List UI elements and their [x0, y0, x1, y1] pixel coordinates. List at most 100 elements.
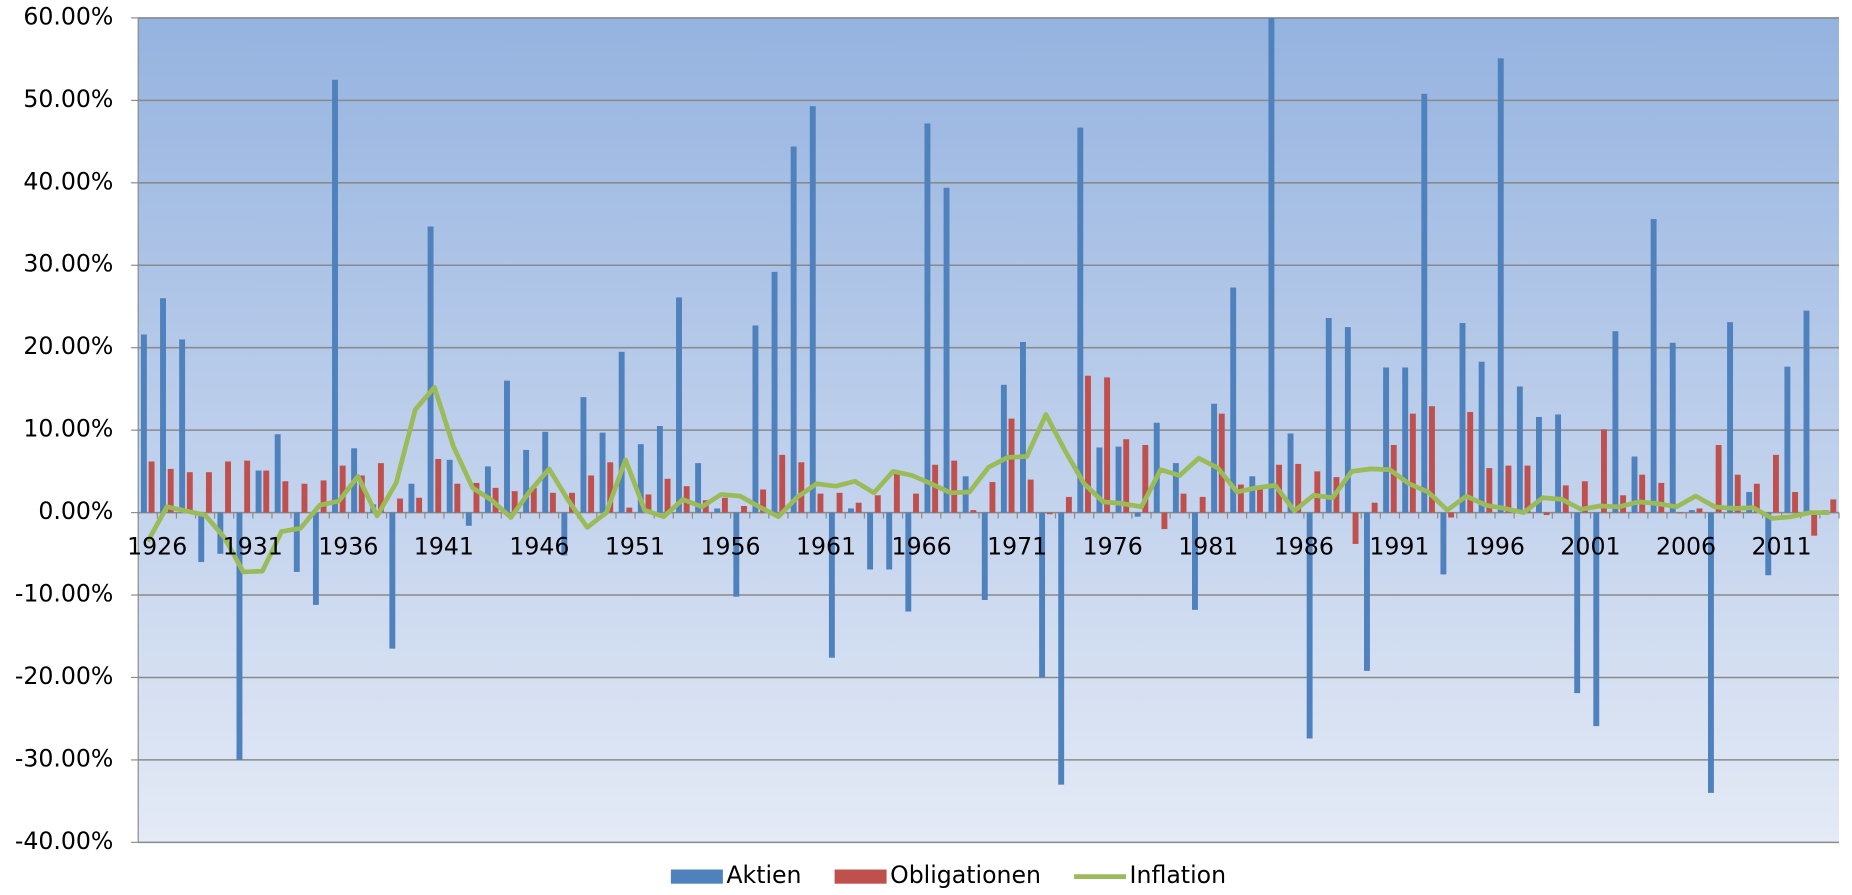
bar	[836, 492, 843, 513]
bar	[798, 462, 805, 513]
bar	[1211, 403, 1218, 513]
bar	[1478, 361, 1485, 513]
bar	[867, 512, 874, 570]
bar	[905, 512, 912, 612]
bar	[1669, 342, 1676, 513]
bar	[599, 432, 606, 513]
bar	[913, 493, 919, 513]
bar	[1505, 465, 1512, 513]
bar	[1000, 384, 1007, 513]
bar	[1153, 422, 1160, 513]
bar	[446, 459, 453, 513]
bar	[1065, 496, 1072, 513]
x-tick-label: 1941	[414, 533, 474, 561]
bar	[1180, 493, 1187, 513]
bar	[492, 487, 499, 513]
bar	[274, 434, 281, 513]
bar	[664, 478, 671, 513]
bar	[741, 505, 747, 513]
bar	[523, 449, 530, 513]
bar	[293, 512, 300, 572]
bar	[1574, 512, 1581, 694]
bar	[255, 470, 262, 513]
y-tick-label: -20.00%	[15, 662, 114, 690]
bar	[588, 475, 595, 513]
y-tick-label: 10.00%	[23, 415, 113, 443]
bar	[397, 498, 403, 513]
bar	[1058, 512, 1065, 785]
x-tick-label: 1961	[796, 533, 856, 561]
bar	[377, 463, 384, 513]
bar	[1142, 444, 1149, 513]
bar	[301, 483, 308, 513]
bar	[1707, 512, 1714, 793]
bar	[1218, 413, 1225, 513]
bar	[779, 454, 786, 513]
bar	[1688, 510, 1695, 513]
bar	[580, 397, 587, 513]
bar	[1364, 512, 1370, 671]
bar	[1295, 463, 1302, 513]
bar	[855, 502, 862, 513]
bar	[1497, 58, 1504, 513]
bar	[339, 465, 346, 513]
bar	[1555, 414, 1562, 513]
x-tick-label: 1976	[1083, 533, 1143, 561]
bar	[760, 489, 767, 513]
bar	[1257, 487, 1263, 513]
bar	[236, 512, 243, 760]
y-tick-label: 50.00%	[23, 85, 113, 113]
bar	[1765, 512, 1772, 576]
bar	[607, 462, 614, 513]
bar	[1734, 474, 1741, 513]
legend-label: Inflation	[1130, 861, 1227, 889]
bar	[1287, 433, 1294, 513]
bar	[332, 79, 338, 513]
bar	[771, 271, 778, 513]
bar	[1039, 512, 1046, 678]
bar	[1230, 287, 1237, 513]
bar	[1696, 508, 1703, 513]
bar	[951, 460, 958, 513]
x-tick-label: 1966	[892, 533, 952, 561]
bar	[1115, 446, 1122, 513]
y-tick-label: 30.00%	[23, 250, 113, 278]
bar	[1792, 491, 1799, 513]
bar	[1046, 512, 1053, 515]
bar	[167, 468, 174, 513]
bar	[1371, 502, 1378, 513]
bar	[618, 351, 625, 513]
bar	[1077, 127, 1084, 513]
bar	[1639, 474, 1646, 513]
bar	[1773, 454, 1779, 513]
legend-label: Obligationen	[890, 861, 1041, 889]
bar	[886, 512, 893, 570]
bar	[637, 444, 644, 513]
bar	[1402, 367, 1409, 513]
bar	[244, 460, 251, 513]
bar	[1830, 499, 1837, 513]
bar	[817, 493, 824, 513]
line	[145, 384, 1830, 575]
bar	[874, 495, 881, 513]
bar	[1524, 465, 1531, 513]
x-tick-label: 1971	[987, 533, 1047, 561]
bar	[263, 470, 270, 513]
x-tick-label: 1951	[605, 533, 665, 561]
bar	[504, 380, 510, 513]
bar	[225, 461, 231, 513]
y-tick-label: -10.00%	[15, 580, 114, 608]
bar	[828, 512, 835, 658]
bar	[981, 512, 988, 600]
bar	[1448, 512, 1455, 518]
bar	[282, 481, 289, 513]
x-tick-label: 1956	[700, 533, 760, 561]
legend-swatch	[670, 869, 723, 884]
bar	[198, 512, 205, 563]
y-tick-label: 20.00%	[23, 332, 113, 360]
bar	[1249, 476, 1256, 513]
bar	[1096, 447, 1103, 513]
bar	[1631, 456, 1638, 513]
bar	[970, 510, 977, 513]
